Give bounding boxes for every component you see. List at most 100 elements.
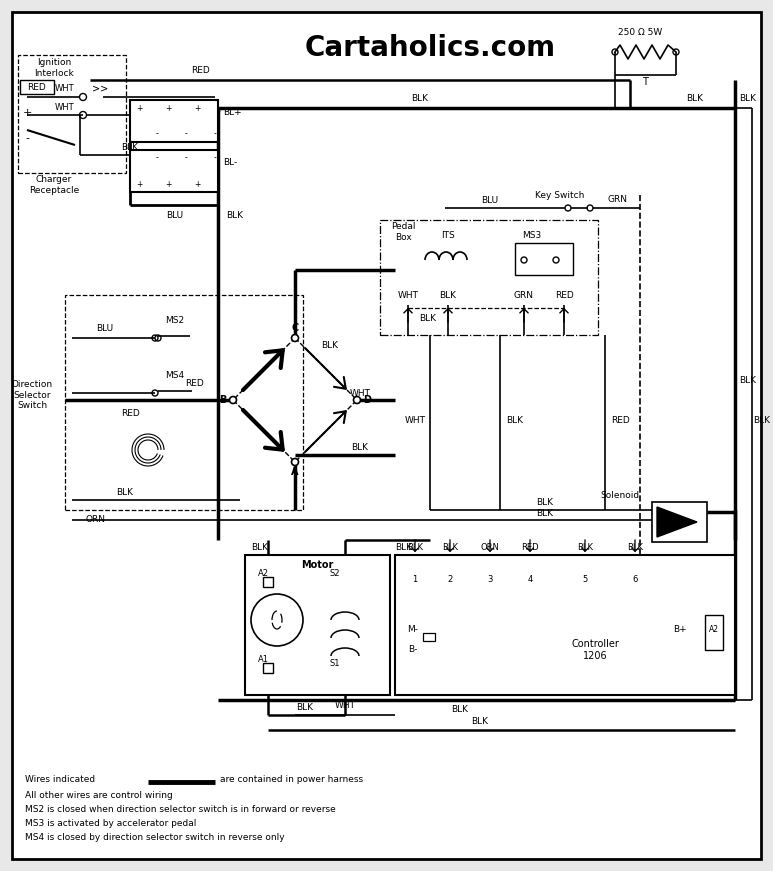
- Text: are contained in power harness: are contained in power harness: [220, 775, 363, 785]
- Bar: [18, 55, 126, 173]
- Text: BLK: BLK: [322, 341, 339, 349]
- Bar: [130, 150, 218, 192]
- Text: GRN: GRN: [514, 291, 534, 300]
- Text: Ignition
Interlock: Ignition Interlock: [34, 58, 74, 78]
- Text: BLK: BLK: [395, 543, 412, 551]
- Text: BLK: BLK: [506, 415, 523, 424]
- Text: BLK: BLK: [440, 291, 457, 300]
- Bar: [263, 577, 273, 587]
- Text: +: +: [136, 104, 142, 112]
- Text: -: -: [155, 130, 158, 138]
- Text: All other wires are control wiring: All other wires are control wiring: [25, 792, 172, 800]
- Text: ORN: ORN: [85, 516, 105, 524]
- Text: 6: 6: [632, 576, 638, 584]
- Text: BLK: BLK: [451, 706, 468, 714]
- Text: B: B: [220, 395, 226, 405]
- Text: MS3: MS3: [523, 231, 542, 240]
- Text: MS2: MS2: [165, 315, 185, 325]
- Text: A2: A2: [258, 569, 269, 577]
- Text: S1: S1: [330, 658, 340, 667]
- Text: RED: RED: [121, 408, 139, 417]
- Polygon shape: [657, 507, 697, 537]
- Text: Cartaholics.com: Cartaholics.com: [305, 34, 556, 62]
- Text: -: -: [185, 153, 187, 163]
- Text: C: C: [291, 323, 298, 333]
- Text: T: T: [642, 77, 648, 87]
- Text: +: +: [22, 108, 32, 118]
- Text: Key Switch: Key Switch: [536, 191, 584, 199]
- Text: B+: B+: [673, 625, 687, 634]
- Text: BLK: BLK: [577, 543, 593, 551]
- Text: WHT: WHT: [404, 415, 425, 424]
- Bar: [652, 502, 707, 542]
- Text: +: +: [165, 104, 171, 112]
- Text: B-: B-: [408, 645, 417, 654]
- Bar: [65, 295, 303, 510]
- Bar: [423, 633, 435, 641]
- Text: BLK: BLK: [226, 211, 243, 219]
- Text: Solenoid: Solenoid: [601, 490, 639, 499]
- Text: WHT: WHT: [397, 291, 418, 300]
- Text: BLK: BLK: [442, 543, 458, 551]
- Text: RED: RED: [28, 83, 46, 91]
- Text: 1: 1: [412, 576, 417, 584]
- Text: +: +: [165, 179, 171, 188]
- Text: RED: RED: [185, 379, 204, 388]
- Text: BLK: BLK: [121, 143, 138, 152]
- Text: Direction
Selector
Switch: Direction Selector Switch: [12, 380, 53, 410]
- Text: BLK: BLK: [754, 415, 771, 424]
- Text: RED: RED: [611, 415, 629, 424]
- Bar: [20, 80, 54, 94]
- Text: -: -: [213, 130, 216, 138]
- Bar: [130, 100, 218, 142]
- Text: BLK: BLK: [352, 442, 369, 451]
- Text: BLU: BLU: [482, 195, 499, 205]
- Text: Pedal
Box: Pedal Box: [390, 222, 415, 241]
- Bar: [380, 220, 598, 335]
- Text: BLK: BLK: [117, 488, 134, 496]
- Text: 4: 4: [527, 576, 533, 584]
- Text: ITS: ITS: [441, 231, 455, 240]
- Text: RED: RED: [191, 65, 209, 75]
- Text: Motor: Motor: [301, 560, 333, 570]
- Text: ORN: ORN: [481, 543, 499, 551]
- Bar: [245, 555, 390, 695]
- Bar: [263, 663, 273, 673]
- Text: A2: A2: [709, 625, 719, 634]
- Text: Controller
1206: Controller 1206: [571, 639, 619, 661]
- Text: -: -: [25, 133, 29, 143]
- Text: GRN: GRN: [608, 194, 628, 204]
- Text: MS2 is closed when direction selector switch is in forward or reverse: MS2 is closed when direction selector sw…: [25, 806, 335, 814]
- Text: MS4 is closed by direction selector switch in reverse only: MS4 is closed by direction selector swit…: [25, 834, 284, 842]
- Text: BL-: BL-: [223, 158, 237, 166]
- Text: Wires indicated: Wires indicated: [25, 775, 95, 785]
- Text: BLK: BLK: [407, 543, 423, 551]
- Text: RED: RED: [521, 543, 539, 551]
- Text: BLK: BLK: [411, 93, 428, 103]
- Text: D: D: [363, 395, 371, 405]
- Text: 5: 5: [582, 576, 587, 584]
- Text: A: A: [291, 467, 298, 477]
- Text: BLU: BLU: [97, 323, 114, 333]
- Text: MS4: MS4: [165, 370, 185, 380]
- Text: BLK: BLK: [420, 314, 437, 322]
- Text: BLK: BLK: [251, 543, 268, 551]
- Text: 2: 2: [448, 576, 453, 584]
- Text: WHT: WHT: [55, 84, 75, 92]
- Text: +: +: [136, 179, 142, 188]
- Text: WHT: WHT: [349, 388, 370, 397]
- Text: -: -: [155, 153, 158, 163]
- Bar: [515, 243, 573, 275]
- Text: WHT: WHT: [335, 701, 356, 711]
- Text: WHT: WHT: [55, 103, 75, 111]
- Text: +: +: [194, 104, 200, 112]
- Text: BLU: BLU: [166, 211, 183, 219]
- Circle shape: [291, 334, 298, 341]
- Text: BLK: BLK: [686, 93, 703, 103]
- Text: BLK: BLK: [740, 93, 757, 103]
- Text: >>: >>: [92, 83, 108, 93]
- Text: -: -: [213, 153, 216, 163]
- Circle shape: [230, 396, 237, 403]
- Text: Charger
Receptacle: Charger Receptacle: [29, 175, 79, 195]
- Text: BLK: BLK: [536, 509, 553, 517]
